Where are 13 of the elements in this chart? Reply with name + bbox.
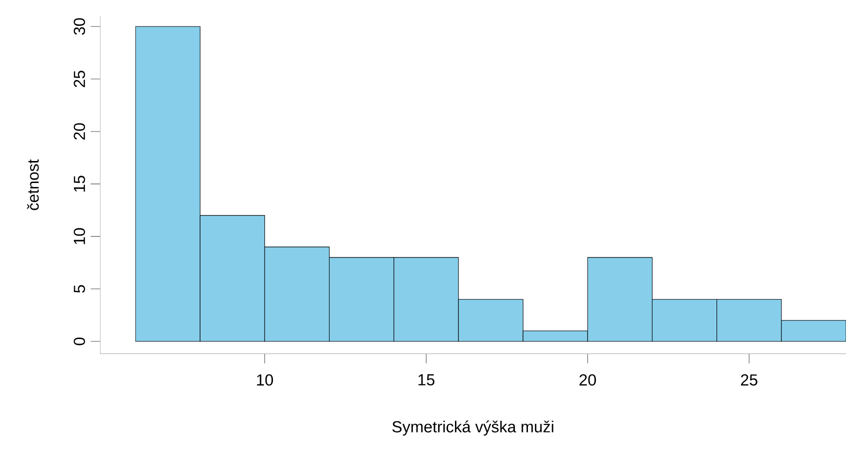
y-tick-label: 0 [74,338,86,346]
x-tick-label: 15 [418,374,434,386]
y-tick-label: 25 [74,70,86,88]
y-tick-label: 5 [74,285,86,293]
x-tick-label: 20 [580,374,596,386]
x-axis-title: Symetrická výška muži [392,420,554,436]
x-tick-label: 10 [257,374,273,386]
y-tick-label: 30 [74,18,86,35]
x-tick-label: 25 [741,374,758,386]
y-axis-title: četnost [27,159,39,210]
y-tick-label: 15 [74,176,86,192]
y-tick-label: 20 [74,123,86,140]
y-tick-label: 10 [74,228,86,244]
